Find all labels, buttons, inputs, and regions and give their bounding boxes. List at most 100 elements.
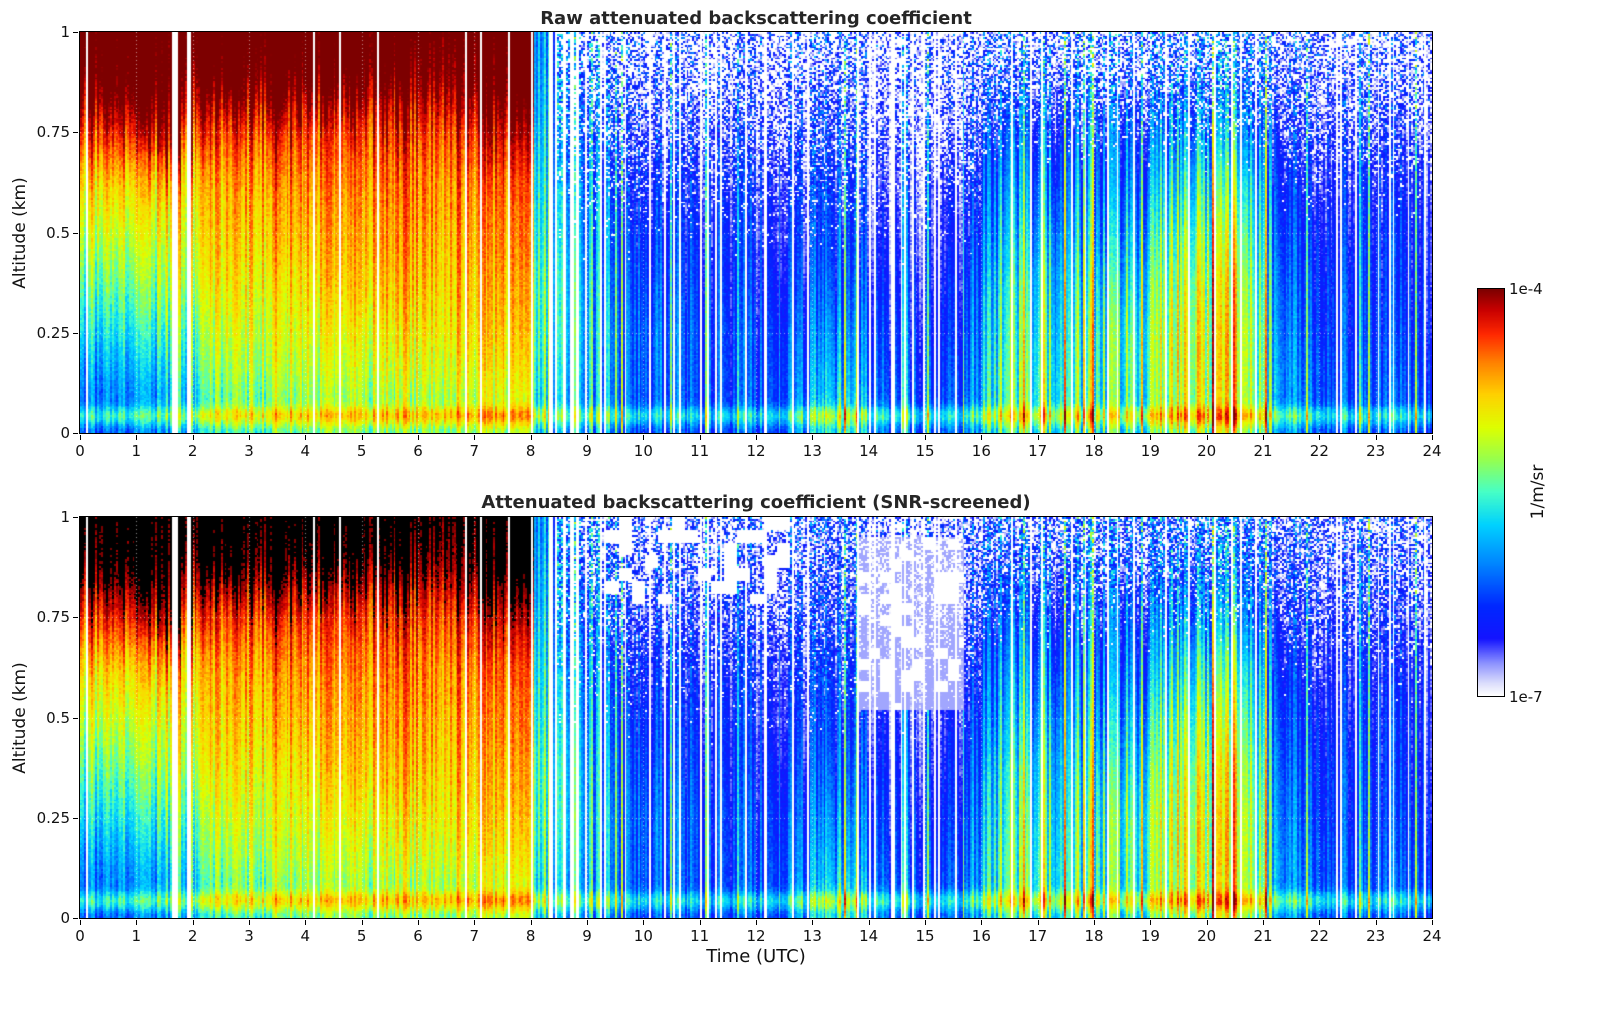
x-tick-mark <box>1432 920 1433 925</box>
y-tick-mark <box>73 32 78 33</box>
x-tick-label: 20 <box>1197 927 1217 945</box>
x-tick-label: 3 <box>244 442 254 460</box>
x-tick-mark <box>418 920 419 925</box>
colorbar <box>1477 288 1505 697</box>
x-tick-mark <box>1150 435 1152 440</box>
x-tick-mark <box>1037 435 1039 440</box>
x-tick-mark <box>643 920 645 925</box>
x-tick-label: 12 <box>746 927 766 945</box>
x-tick-label: 10 <box>633 927 653 945</box>
colorbar-canvas <box>1478 289 1504 696</box>
x-tick-mark <box>699 920 701 925</box>
y-tick-mark <box>73 433 78 434</box>
x-tick-mark <box>1375 435 1377 440</box>
x-tick-mark <box>925 920 926 925</box>
x-tick-label: 17 <box>1028 927 1048 945</box>
x-tick-mark <box>1319 435 1321 440</box>
x-tick-mark <box>1319 920 1321 925</box>
x-tick-mark <box>80 435 81 440</box>
x-tick-mark <box>756 920 757 925</box>
x-tick-label: 16 <box>971 927 991 945</box>
x-tick-mark <box>1206 435 1208 440</box>
x-tick-label: 15 <box>915 442 935 460</box>
raw-heatmap-canvas <box>80 32 1432 433</box>
x-tick-label: 14 <box>859 442 879 460</box>
x-tick-mark <box>1432 435 1433 440</box>
y-tick-mark <box>73 717 78 719</box>
panel-raw-plot <box>79 31 1433 434</box>
x-tick-mark <box>1263 920 1264 925</box>
x-tick-label: 11 <box>690 442 710 460</box>
x-tick-mark <box>812 920 814 925</box>
x-tick-mark <box>1150 920 1152 925</box>
colorbar-max-label: 1e-4 <box>1509 280 1543 298</box>
screened-heatmap-canvas <box>80 517 1432 918</box>
x-tick-mark <box>981 920 983 925</box>
x-tick-label: 24 <box>1422 927 1442 945</box>
x-tick-label: 12 <box>746 442 766 460</box>
x-tick-label: 23 <box>1366 927 1386 945</box>
x-tick-mark <box>361 920 363 925</box>
x-tick-label: 9 <box>582 442 592 460</box>
x-tick-label: 1 <box>131 442 142 460</box>
x-tick-label: 0 <box>75 927 85 945</box>
x-tick-mark <box>361 435 363 440</box>
x-tick-label: 1 <box>131 927 142 945</box>
x-tick-mark <box>474 435 476 440</box>
y-tick-mark <box>73 617 78 619</box>
x-tick-mark <box>474 920 476 925</box>
y-tick-mark <box>73 517 78 518</box>
x-tick-label: 21 <box>1253 442 1273 460</box>
x-tick-label: 6 <box>413 442 423 460</box>
x-tick-label: 14 <box>859 927 879 945</box>
x-tick-label: 5 <box>356 927 367 945</box>
x-tick-label: 17 <box>1028 442 1048 460</box>
colorbar-min-label: 1e-7 <box>1509 688 1543 706</box>
colorbar-unit-label: 1/m/sr <box>1528 464 1548 520</box>
x-tick-label: 7 <box>469 927 480 945</box>
x-tick-mark <box>1375 920 1377 925</box>
x-tick-mark <box>530 435 532 440</box>
x-tick-mark <box>249 435 250 440</box>
y-tick-label: 1 <box>60 508 70 526</box>
y-tick-label: 1 <box>60 23 70 41</box>
y-tick-label: 0 <box>60 424 70 442</box>
x-tick-mark <box>1037 920 1039 925</box>
x-tick-label: 2 <box>187 442 198 460</box>
x-tick-mark <box>305 435 307 440</box>
y-tick-label: 0.25 <box>36 808 70 827</box>
panel-screened-plot <box>79 516 1433 919</box>
x-tick-mark <box>305 920 307 925</box>
x-tick-mark <box>868 920 870 925</box>
x-tick-mark <box>136 435 138 440</box>
x-tick-label: 6 <box>413 927 423 945</box>
x-tick-label: 4 <box>300 927 311 945</box>
x-tick-label: 23 <box>1366 442 1386 460</box>
x-tick-label: 9 <box>582 927 592 945</box>
panel-screened-title: Attenuated backscattering coefficient (S… <box>481 492 1031 513</box>
x-axis-label: Time (UTC) <box>706 946 806 967</box>
y-tick-label: 0.75 <box>36 608 70 627</box>
x-tick-mark <box>192 435 194 440</box>
x-tick-label: 3 <box>244 927 254 945</box>
x-tick-mark <box>1206 920 1208 925</box>
x-tick-mark <box>1263 435 1264 440</box>
y-tick-mark <box>73 817 78 819</box>
y-tick-label: 0.5 <box>46 223 70 242</box>
x-tick-label: 20 <box>1197 442 1217 460</box>
y-tick-mark <box>73 332 78 334</box>
x-tick-mark <box>756 435 757 440</box>
y-tick-label: 0.25 <box>36 323 70 342</box>
x-tick-mark <box>1094 920 1095 925</box>
x-tick-label: 15 <box>915 927 935 945</box>
x-tick-label: 19 <box>1140 442 1160 460</box>
x-tick-label: 11 <box>690 927 710 945</box>
x-tick-mark <box>643 435 645 440</box>
x-tick-label: 18 <box>1084 927 1104 945</box>
x-tick-mark <box>699 435 701 440</box>
y-tick-label: 0.75 <box>36 123 70 142</box>
x-tick-label: 22 <box>1309 927 1329 945</box>
x-tick-label: 0 <box>75 442 85 460</box>
x-tick-mark <box>136 920 138 925</box>
